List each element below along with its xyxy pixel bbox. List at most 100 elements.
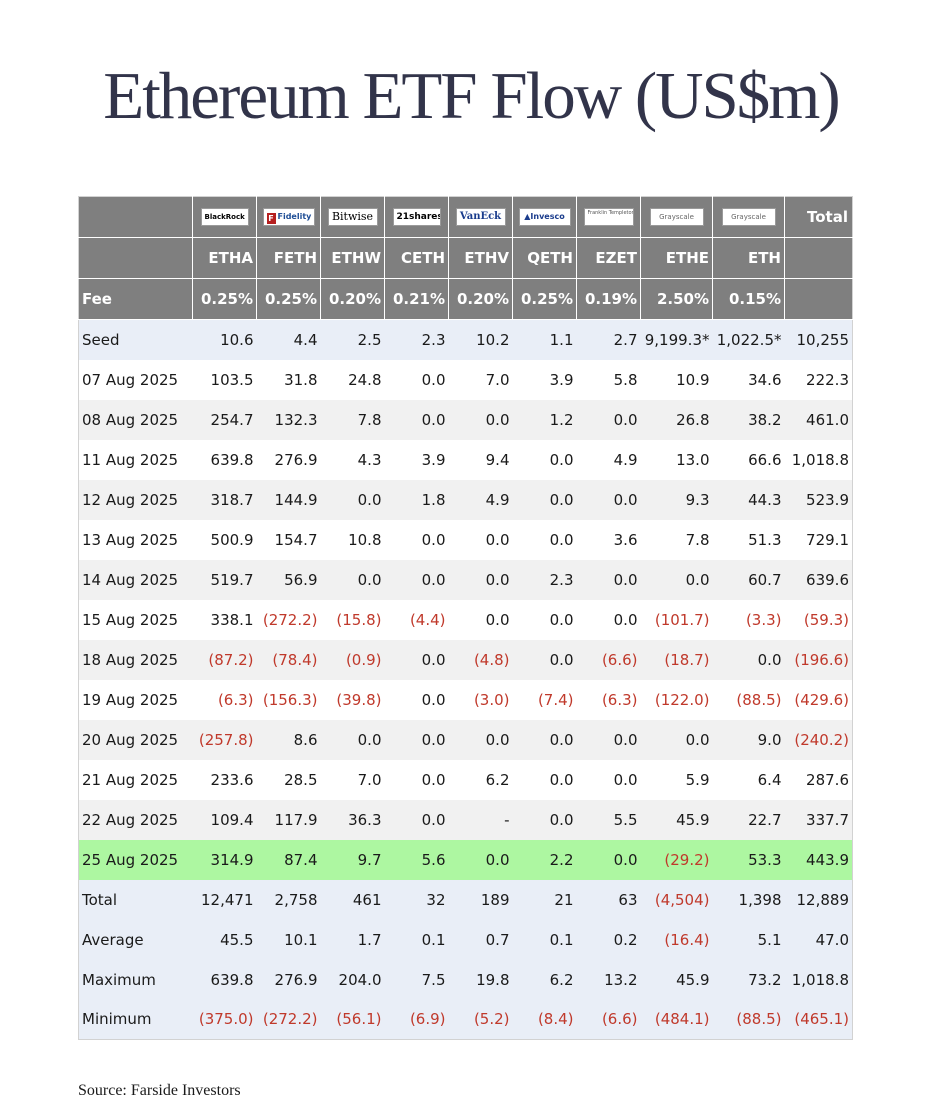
table-cell: 73.2 (712, 959, 785, 1000)
table-cell: 45.9 (640, 799, 713, 840)
row-label: Maximum (78, 959, 193, 1000)
table-cell: 0.0 (576, 759, 641, 800)
table-cell: 4.9 (448, 479, 513, 520)
issuer-cell: Grayscale (712, 196, 785, 238)
daily-flows: Seed 10.6 4.4 2.5 2.3 10.2 1.1 2.7 9,199.3* 1,022… (78, 319, 853, 880)
table-cell: (0.9) (320, 639, 385, 680)
table-cell: 9.3 (640, 479, 713, 520)
table-cell: 103.5 (192, 359, 257, 400)
table-cell: 3.6 (576, 519, 641, 560)
table-cell: 34.6 (712, 359, 785, 400)
table-cell: 0.0 (576, 479, 641, 520)
table-cell: 0.0 (384, 719, 449, 760)
table-cell: 60.7 (712, 559, 785, 600)
table-cell: 0.0 (384, 399, 449, 440)
row-label: Total (78, 879, 193, 920)
table-cell: 204.0 (320, 959, 385, 1000)
table-cell: (6.3) (576, 679, 641, 720)
table-cell: 5.6 (384, 839, 449, 880)
table-row: 25 Aug 2025 314.9 87.4 9.7 5.6 0.0 2.2 0.0 (29.2… (78, 839, 853, 880)
table-cell: 1,022.5* (712, 319, 785, 360)
table-cell: 461.0 (784, 399, 853, 440)
table-cell: 0.0 (384, 559, 449, 600)
table-cell: 1.8 (384, 479, 449, 520)
row-label: 18 Aug 2025 (78, 639, 193, 680)
grayscale-logo: Grayscale (649, 208, 704, 227)
issuer-cell: Bitwise (320, 196, 385, 238)
table-row: 21 Aug 2025 233.6 28.5 7.0 0.0 6.2 0.0 0.0 5.9 6.… (78, 759, 853, 800)
fee-value: 0.15% (712, 278, 785, 320)
table-row: 20 Aug 2025 (257.8) 8.6 0.0 0.0 0.0 0.0 0.0 0.0 9… (78, 719, 853, 760)
table-cell: 19.8 (448, 959, 513, 1000)
table-cell: 5.5 (576, 799, 641, 840)
row-label: 08 Aug 2025 (78, 399, 193, 440)
table-cell: 0.0 (448, 519, 513, 560)
table-cell: 0.0 (384, 639, 449, 680)
table-cell: 337.7 (784, 799, 853, 840)
table-cell: 51.3 (712, 519, 785, 560)
table-row: 15 Aug 2025 338.1 (272.2) (15.8) (4.4) 0.0 0.0… (78, 599, 853, 640)
table-cell: 12,889 (784, 879, 853, 920)
ticker-header: FETH (256, 237, 321, 279)
table-cell: (5.2) (448, 999, 513, 1040)
table-row: 22 Aug 2025 109.4 117.9 36.3 0.0-0.0 5.5 45.9 2… (78, 799, 853, 840)
table-cell: (6.6) (576, 999, 641, 1040)
table-cell: 222.3 (784, 359, 853, 400)
table-cell: 0.0 (640, 559, 713, 600)
table-cell: 10.1 (256, 919, 321, 960)
table-cell: (375.0) (192, 999, 257, 1040)
fidelity-mark-icon: F (266, 213, 276, 225)
table-cell: 53.3 (712, 839, 785, 880)
summary-row: Average 45.5 10.1 1.7 0.1 0.7 0.1 0.2 (16.4) 5.1 4… (78, 919, 853, 960)
table-cell: 1.1 (512, 319, 577, 360)
ticker-header: ETHV (448, 237, 513, 279)
table-cell: (257.8) (192, 719, 257, 760)
table-cell: (18.7) (640, 639, 713, 680)
table-cell: (88.5) (712, 679, 785, 720)
table-cell: (3.0) (448, 679, 513, 720)
table-cell: 32 (384, 879, 449, 920)
table-cell: 461 (320, 879, 385, 920)
ticker-header: EZET (576, 237, 641, 279)
table-row: 14 Aug 2025 519.7 56.9 0.0 0.0 0.0 2.3 0.0 0.0 60… (78, 559, 853, 600)
table-cell: 0.0 (320, 719, 385, 760)
table-cell: (56.1) (320, 999, 385, 1040)
ticker-header: ETHW (320, 237, 385, 279)
table-cell: - (448, 799, 513, 840)
table-cell: (272.2) (256, 999, 321, 1040)
table-cell: 233.6 (192, 759, 257, 800)
summary-rows: Total 12,471 2,758 461 32 189 21 63 (4,504) 1,398… (78, 879, 853, 1040)
table-cell: 7.0 (320, 759, 385, 800)
table-cell: 0.0 (512, 759, 577, 800)
table-cell: 314.9 (192, 839, 257, 880)
table-cell: 7.5 (384, 959, 449, 1000)
table-cell: 0.2 (576, 919, 641, 960)
table-cell: (484.1) (640, 999, 713, 1040)
blackrock-logo: BlackRock (200, 208, 249, 227)
table-cell: (4,504) (640, 879, 713, 920)
table-cell: 0.1 (384, 919, 449, 960)
table-cell: 7.8 (320, 399, 385, 440)
issuer-cell: Franklin Templeton (576, 196, 641, 238)
table-cell: 9,199.3* (640, 319, 713, 360)
table-cell: 1.7 (320, 919, 385, 960)
grayscale-logo: Grayscale (721, 208, 776, 227)
table-cell: 87.4 (256, 839, 321, 880)
row-label: 25 Aug 2025 (78, 839, 193, 880)
row-label: 11 Aug 2025 (78, 439, 193, 480)
table-cell: 132.3 (256, 399, 321, 440)
table-cell: 189 (448, 879, 513, 920)
table-cell: 443.9 (784, 839, 853, 880)
table-cell: 287.6 (784, 759, 853, 800)
franklin-templeton-logo: Franklin Templeton (583, 208, 634, 227)
table-cell: 500.9 (192, 519, 257, 560)
table-cell: 639.6 (784, 559, 853, 600)
table-cell: 2,758 (256, 879, 321, 920)
table-cell: 10,255 (784, 319, 853, 360)
table-cell: 639.8 (192, 959, 257, 1000)
table-cell: (122.0) (640, 679, 713, 720)
table-cell: (6.9) (384, 999, 449, 1040)
table-cell: 523.9 (784, 479, 853, 520)
fee-value: 0.20% (448, 278, 513, 320)
table-cell: 109.4 (192, 799, 257, 840)
